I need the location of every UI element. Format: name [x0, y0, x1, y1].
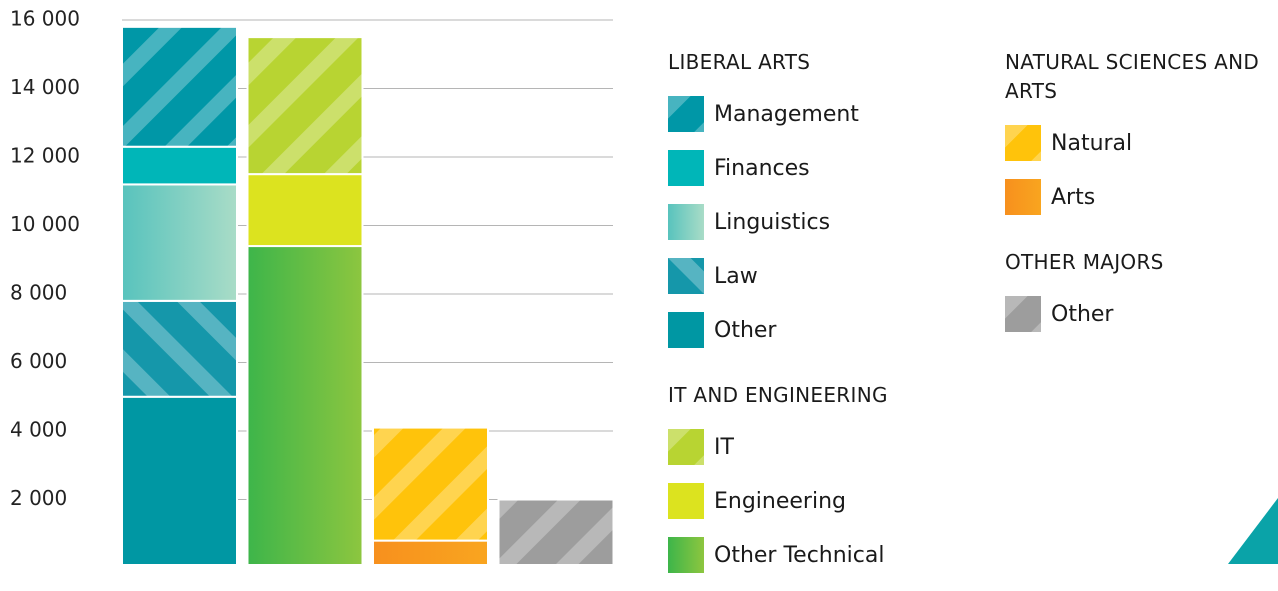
- legend-group: NATURAL SCIENCES AND ARTS Natural Arts: [1005, 48, 1267, 233]
- legend-label: Engineering: [714, 488, 846, 514]
- legend-label: Other Technical: [714, 542, 885, 568]
- legend-swatch: [668, 429, 704, 465]
- y-tick-label: 2 000: [10, 486, 67, 510]
- bar-segment: [121, 145, 238, 186]
- legend-swatch: [1005, 179, 1041, 215]
- bar-segment: [372, 539, 489, 564]
- bar-segment: [121, 183, 238, 302]
- legend-item: Other: [668, 312, 930, 348]
- legend-item: Finances: [668, 150, 930, 186]
- bar-segment: [121, 25, 238, 148]
- legend-group: OTHER MAJORS Other: [1005, 248, 1267, 350]
- legend-swatch: [668, 258, 704, 294]
- legend-label: Finances: [714, 155, 810, 181]
- legend-item: Arts: [1005, 179, 1267, 215]
- legend-label: Other: [1051, 301, 1114, 327]
- legend-item: IT: [668, 429, 930, 465]
- legend-group-title: NATURAL SCIENCES AND ARTS: [1005, 50, 1260, 103]
- y-tick-label: 8 000: [10, 281, 67, 305]
- page: 2 000 4 000 6 000 8 000 10 000 12 000 14 000 16…: [10, 6, 1278, 573]
- legend-group-title: IT AND ENGINEERING: [668, 383, 888, 407]
- bar-segment: [121, 299, 238, 398]
- legend-swatch: [668, 150, 704, 186]
- legend-group: LIBERAL ARTS Management Finances Linguistic…: [668, 48, 930, 366]
- bar-segment: [246, 245, 364, 564]
- legend-swatch: [668, 96, 704, 132]
- legend-item: Natural: [1005, 125, 1267, 161]
- legend-label: IT: [714, 434, 734, 460]
- legend-swatch: [668, 312, 704, 348]
- legend-item: Engineering: [668, 483, 930, 519]
- legend-label: Natural: [1051, 130, 1133, 156]
- y-tick-label: 6 000: [10, 349, 67, 373]
- bar-segment: [497, 498, 615, 564]
- legend-swatch: [1005, 296, 1041, 332]
- chart: 2 000 4 000 6 000 8 000 10 000 12 000 14 000 16…: [10, 7, 615, 564]
- legend-label: Other: [714, 317, 777, 343]
- legend-item: Linguistics: [668, 204, 930, 240]
- y-tick-label: 4 000: [10, 418, 67, 442]
- legend-group: IT AND ENGINEERING IT Engineering Other Tec…: [668, 381, 930, 591]
- legend-swatch: [668, 537, 704, 573]
- legend-item: Other Technical: [668, 537, 930, 573]
- bar-segment: [372, 426, 489, 542]
- bar-segment: [246, 36, 364, 176]
- legend-label: Management: [714, 101, 859, 127]
- legend-label: Law: [714, 263, 758, 289]
- bar-segment: [121, 395, 238, 564]
- y-tick-label: 12 000: [10, 144, 80, 168]
- legend-group-title: LIBERAL ARTS: [668, 50, 811, 74]
- y-tick-label: 10 000: [10, 212, 80, 236]
- legend-swatch: [668, 204, 704, 240]
- legend-label: Arts: [1051, 184, 1096, 210]
- legend-swatch: [1005, 125, 1041, 161]
- legend-label: Linguistics: [714, 209, 831, 235]
- legend-item: Other: [1005, 296, 1267, 332]
- bar-segment: [246, 173, 364, 248]
- corner-triangle: [1228, 498, 1278, 564]
- legend-swatch: [668, 483, 704, 519]
- y-tick-label: 16 000: [10, 7, 80, 31]
- y-tick-label: 14 000: [10, 75, 80, 99]
- legend-item: Law: [668, 258, 930, 294]
- legend-group-title: OTHER MAJORS: [1005, 250, 1164, 274]
- legend-item: Management: [668, 96, 930, 132]
